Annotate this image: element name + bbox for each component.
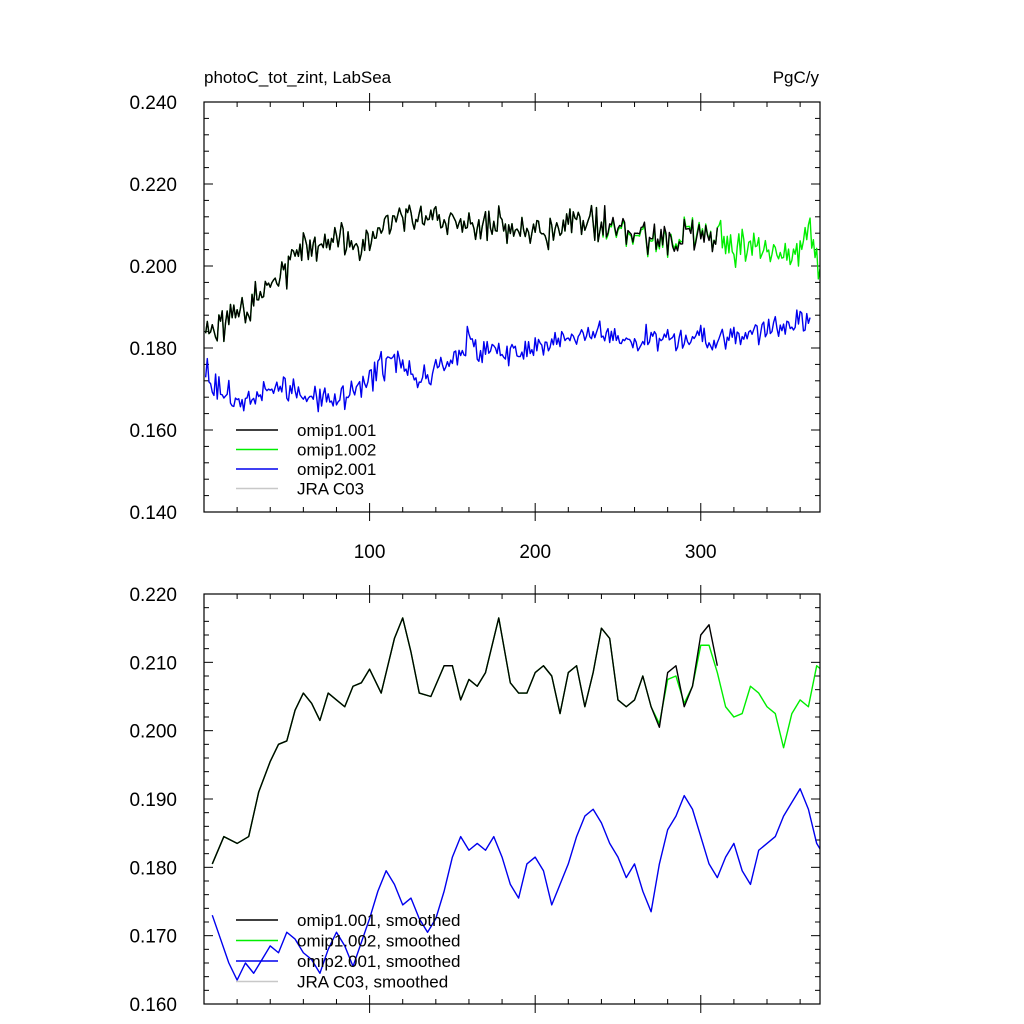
bottom-axis-ticks: 0.160 0.170 0.180 0.190 0.200 0.210 0.220 — [129, 585, 820, 1016]
legend-label: JRA C03, smoothed — [297, 973, 448, 992]
legend-label: omip1.002, smoothed — [297, 932, 461, 951]
top-axis-ticks: 0.140 0.160 0.180 0.200 0.220 0.240 100 200 300 — [129, 93, 820, 563]
series-line-omip2-001-smoothed — [211, 788, 820, 981]
top-series-group — [204, 204, 820, 413]
y-tick-label: 0.160 — [129, 995, 177, 1016]
bottom-plot-frame — [203, 593, 821, 1005]
y-tick-label: 0.140 — [129, 503, 177, 524]
legend-label: omip1.001 — [297, 421, 376, 440]
bottom-series-group — [211, 617, 820, 981]
legend-label: omip2.001, smoothed — [297, 952, 461, 971]
y-tick-label: 0.220 — [129, 175, 177, 196]
x-tick-label: 100 — [354, 542, 386, 563]
series-line-omip1-001-smoothed — [211, 617, 719, 865]
units-label: PgC/y — [773, 68, 820, 87]
bottom-legend: omip1.001, smoothed omip1.002, smoothedom… — [236, 911, 461, 992]
top-panel: photoC_tot_zint, LabSea PgC/y 0.140 0.160… — [129, 68, 821, 563]
y-tick-label: 0.200 — [129, 722, 177, 743]
series-line-omip1-001 — [204, 204, 719, 343]
series-line-omip2-001 — [204, 309, 811, 413]
x-tick-label: 200 — [519, 542, 551, 563]
y-tick-label: 0.170 — [129, 927, 177, 948]
y-tick-label: 0.180 — [129, 858, 177, 879]
y-tick-label: 0.190 — [129, 790, 177, 811]
legend-label: omip2.001 — [297, 460, 376, 479]
y-tick-label: 0.220 — [129, 585, 177, 606]
legend-label: JRA C03 — [297, 480, 364, 499]
legend-label: omip1.001, smoothed — [297, 911, 461, 930]
y-tick-label: 0.180 — [129, 339, 177, 360]
y-tick-label: 0.240 — [129, 93, 177, 114]
y-tick-label: 0.200 — [129, 257, 177, 278]
chart-title: photoC_tot_zint, LabSea — [204, 68, 392, 87]
bottom-panel: 0.160 0.170 0.180 0.190 0.200 0.210 0.220 omip… — [129, 585, 821, 1016]
x-tick-label: 300 — [685, 542, 717, 563]
top-plot-frame — [203, 101, 821, 513]
y-tick-label: 0.210 — [129, 653, 177, 674]
y-tick-label: 0.160 — [129, 421, 177, 442]
legend-label: omip1.002 — [297, 441, 376, 460]
